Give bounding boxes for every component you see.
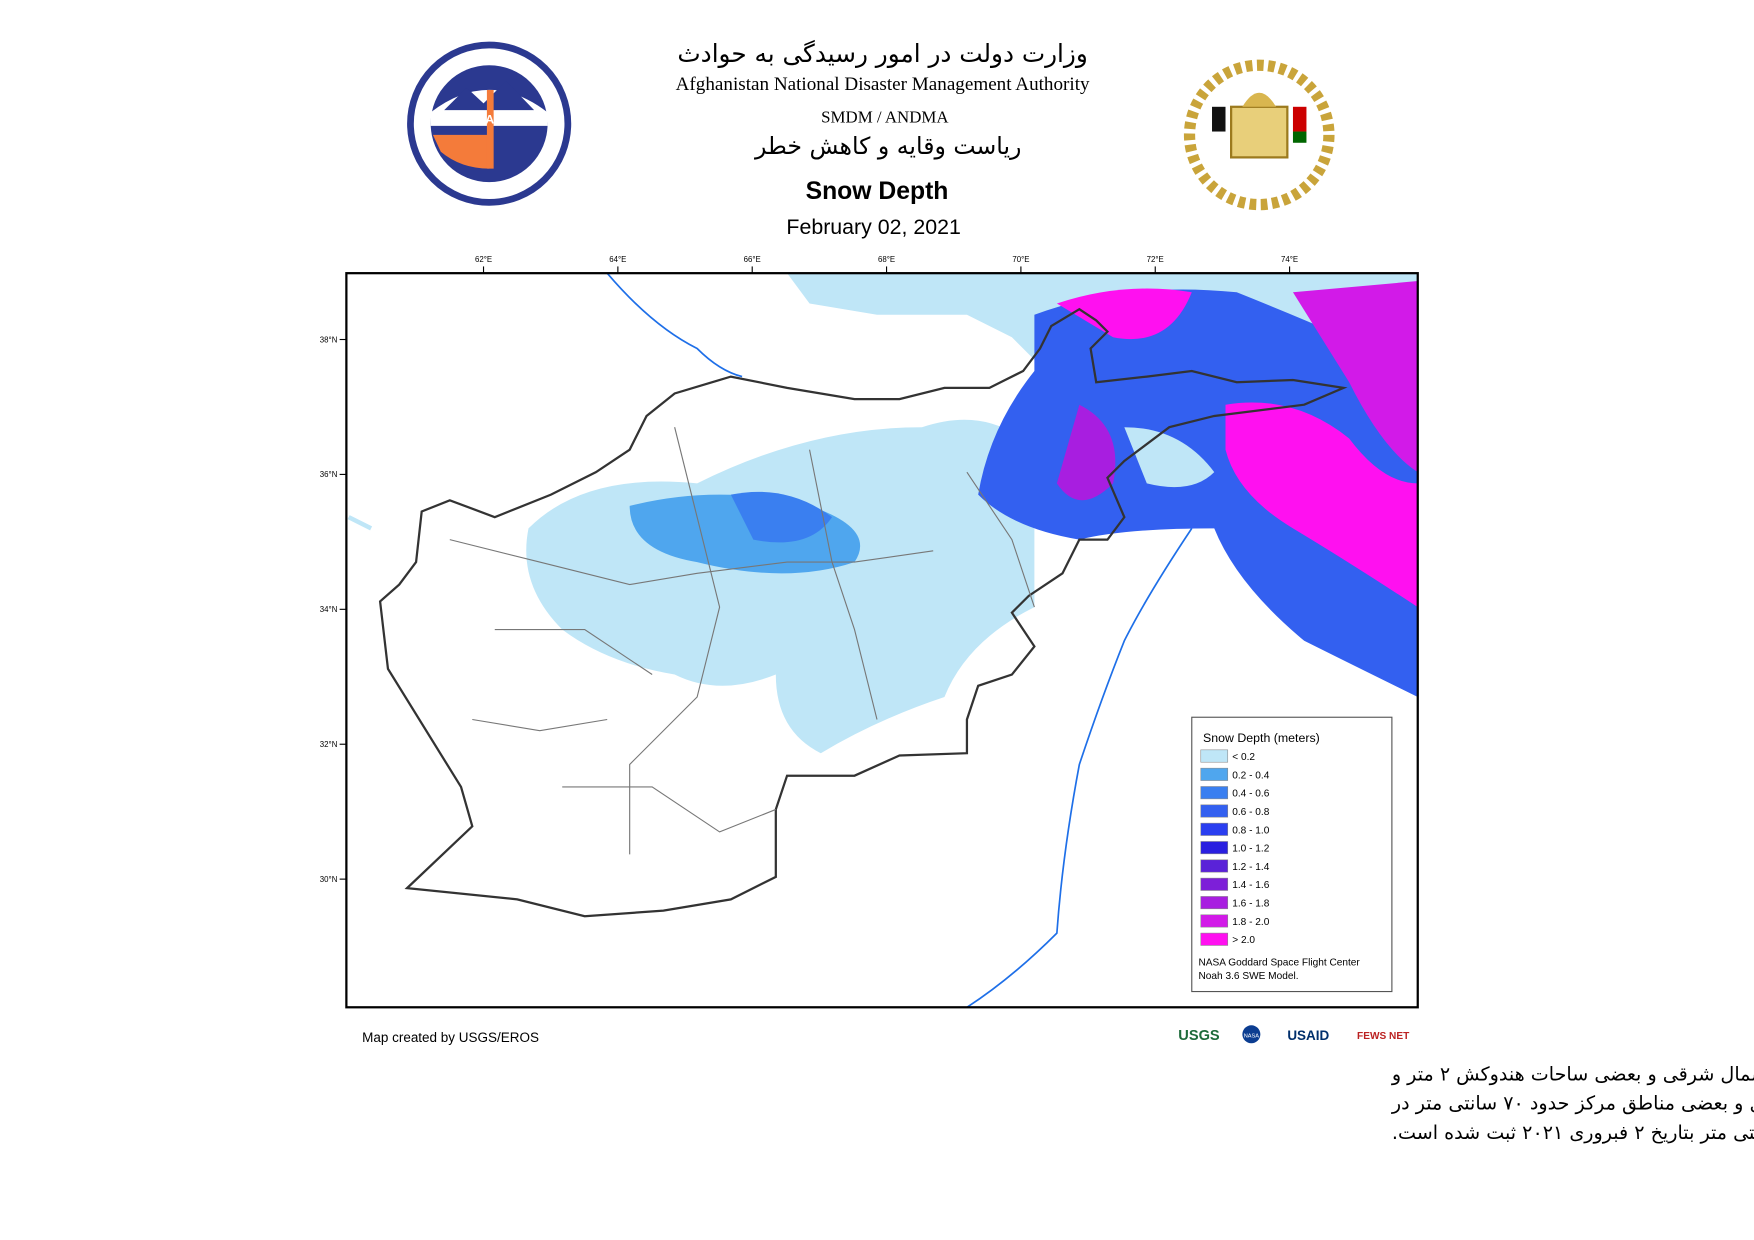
legend-label: 1.6 - 1.8 xyxy=(1232,899,1269,910)
legend-swatch xyxy=(1200,877,1229,891)
legend-swatch xyxy=(1200,896,1229,910)
legend-label: > 2.0 xyxy=(1232,935,1255,946)
national-emblem xyxy=(1183,59,1335,211)
legend-label: < 0.2 xyxy=(1232,752,1255,763)
legend-swatch xyxy=(1200,767,1229,781)
legend-source: NASA Goddard Space Flight Center xyxy=(1199,958,1361,969)
legend-source: Noah 3.6 SWE Model. xyxy=(1199,971,1299,982)
legend-swatch xyxy=(1200,932,1229,946)
latitude-label: 30°N xyxy=(320,875,338,884)
longitude-label: 62°E xyxy=(475,255,492,264)
legend-label: 1.0 - 1.2 xyxy=(1232,844,1269,855)
description-line: طبق نقشه فوق ضخامت طبقه برف در بعضی مناط… xyxy=(1391,1062,1754,1085)
date: February 02, 2021 xyxy=(786,215,960,239)
description: طبق نقشه فوق ضخامت طبقه برف در بعضی مناط… xyxy=(1391,1062,1754,1143)
longitude-label: 66°E xyxy=(744,255,761,264)
legend-label: 1.8 - 2.0 xyxy=(1232,917,1269,928)
map-frame xyxy=(345,272,1419,1009)
graticule: 62°E 64°E 66°E 68°E 70°E 72°E 74°E 38°N 36°N 34°N… xyxy=(320,255,1298,884)
legend-label: 0.6 - 0.8 xyxy=(1232,807,1269,818)
agency: FEWS NET xyxy=(1357,1031,1410,1042)
legend-swatch xyxy=(1200,804,1229,818)
longitude-label: 70°E xyxy=(1012,255,1029,264)
legend-swatch xyxy=(1200,859,1229,873)
legend-label: 0.4 - 0.6 xyxy=(1232,789,1269,800)
description-line: مناطق غربی ۱۰ تا ۱۵ سانتی متر بتاریخ ۲ ف… xyxy=(1392,1121,1754,1144)
andma-logo: ANDMA xyxy=(407,41,572,206)
legend-swatch xyxy=(1200,822,1229,836)
legend-label: 0.8 - 1.0 xyxy=(1232,825,1269,836)
longitude-label: 72°E xyxy=(1147,255,1164,264)
legend-swatch xyxy=(1200,841,1229,855)
longitude-label: 74°E xyxy=(1281,255,1298,264)
legend-box xyxy=(1191,716,1393,993)
unit: SMDM / ANDMA xyxy=(821,108,949,127)
agency-icon xyxy=(1242,1025,1261,1044)
description-line: درسالنگ ها حدود سطوح مرتفع مرتفع مرکزی ،… xyxy=(1391,1092,1754,1115)
map-credit: Map created by USGS/EROS xyxy=(362,1030,539,1045)
unit-fa: ریاست وقایه و کاهش خطر xyxy=(754,132,1021,160)
longitude-label: 68°E xyxy=(878,255,895,264)
agency-logos: USGS NASA USAID FEWS NET xyxy=(1178,1025,1410,1044)
title-en: Afghanistan National Disaster Management… xyxy=(676,74,1090,95)
latitude-label: 38°N xyxy=(320,335,338,344)
logo-text: ANDMA xyxy=(485,113,531,127)
legend: < 0.2 0.2 - 0.4 0.4 - 0.6 0.6 - 0.8 0.8 - 1.… xyxy=(1200,749,1270,946)
agency: USGS xyxy=(1178,1028,1220,1044)
agency: NASA xyxy=(1244,1034,1260,1040)
legend-swatch xyxy=(1200,749,1229,763)
legend-label: 1.2 - 1.4 xyxy=(1232,862,1269,873)
map-title: Snow Depth xyxy=(806,178,949,205)
agency: USAID xyxy=(1287,1028,1329,1043)
legend-label: 1.4 - 1.6 xyxy=(1232,880,1269,891)
legend-label: 0.2 - 0.4 xyxy=(1232,770,1269,781)
legend-title: Snow Depth (meters) xyxy=(1203,731,1320,745)
longitude-label: 64°E xyxy=(609,255,626,264)
latitude-label: 34°N xyxy=(320,605,338,614)
latitude-label: 36°N xyxy=(320,470,338,479)
title-fa: وزارت دولت در امور رسیدگی به حوادث xyxy=(677,39,1087,68)
legend-swatch xyxy=(1200,914,1229,928)
latitude-label: 32°N xyxy=(320,740,338,749)
legend-swatch xyxy=(1200,786,1229,800)
